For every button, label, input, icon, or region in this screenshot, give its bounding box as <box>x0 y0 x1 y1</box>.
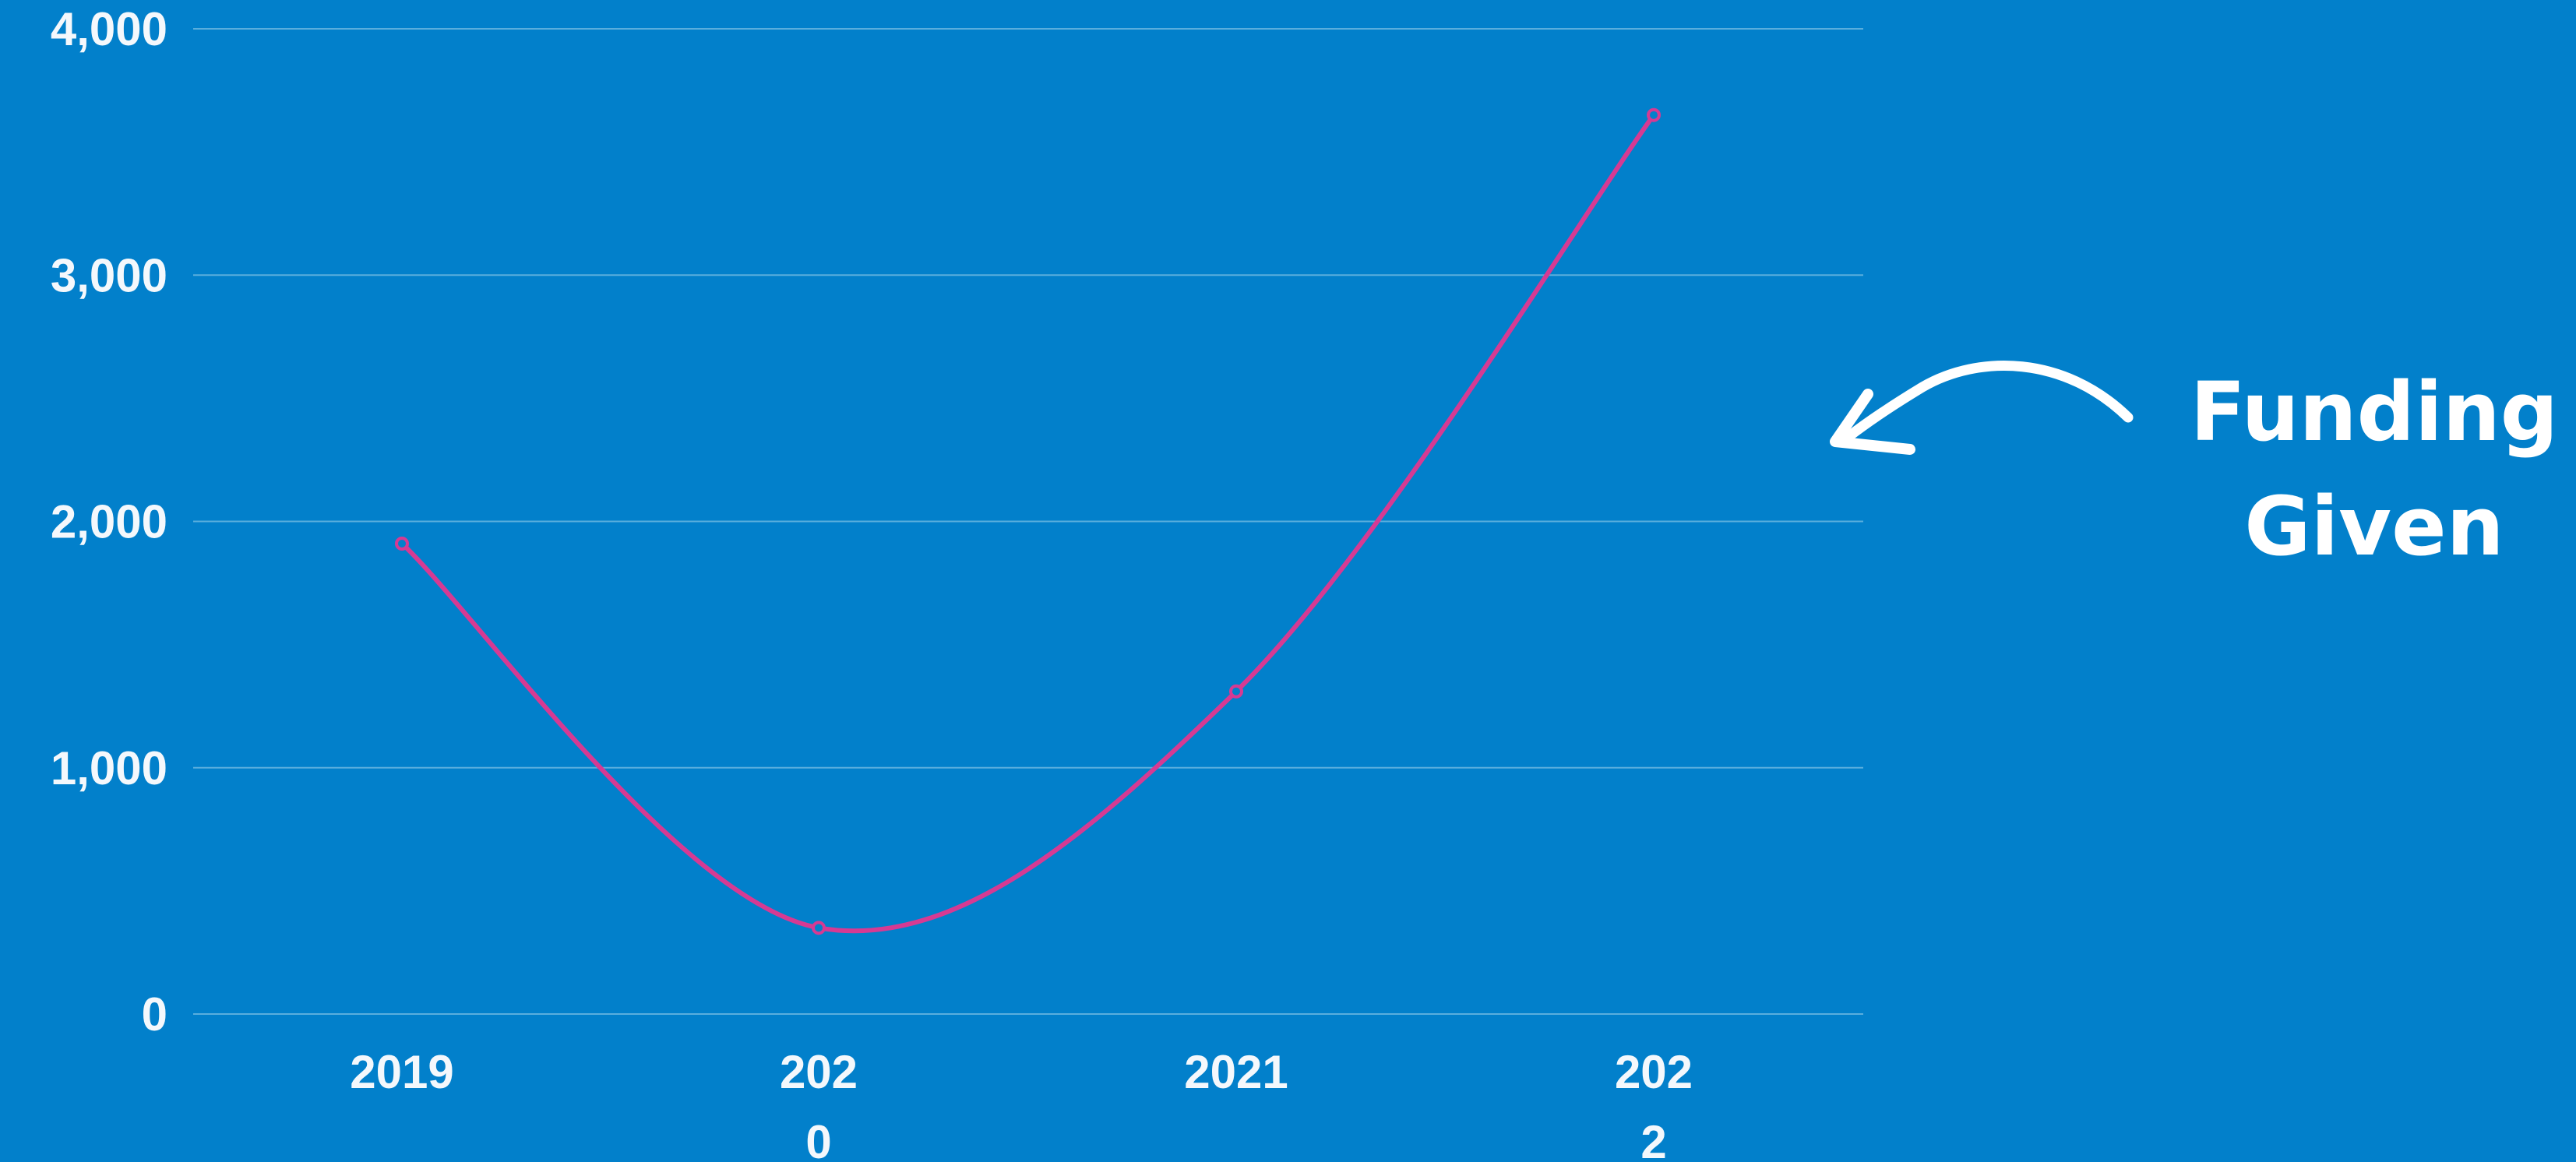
x-tick-label: 2021 <box>1184 1046 1288 1098</box>
data-point <box>812 921 826 935</box>
callout-line-2: Given <box>2244 479 2504 574</box>
x-tick-label-line: 2021 <box>1184 1046 1288 1098</box>
x-tick-label: 202 0 <box>780 1046 858 1162</box>
data-point <box>1647 107 1661 122</box>
y-tick-label: 0 <box>142 988 167 1041</box>
gridlines <box>193 28 1863 1015</box>
series-line-group <box>395 107 1661 935</box>
callout-line-1: Funding <box>2190 364 2559 460</box>
series-line <box>400 112 1656 934</box>
y-tick-label: 2,000 <box>51 496 167 548</box>
y-axis-tick-labels: 0 1,000 2,000 3,000 4,000 <box>51 3 167 1041</box>
x-tick-label-line: 202 <box>780 1046 858 1098</box>
callout: Funding Given <box>1830 361 2559 574</box>
data-point <box>1229 684 1243 699</box>
x-tick-label-line: 2 <box>1640 1116 1666 1162</box>
y-tick-label: 4,000 <box>51 3 167 55</box>
x-tick-label: 202 2 <box>1615 1046 1693 1162</box>
x-tick-label: 2019 <box>350 1046 453 1098</box>
y-tick-label: 3,000 <box>51 249 167 301</box>
x-tick-label-line: 0 <box>805 1116 831 1162</box>
data-point <box>395 536 409 551</box>
x-tick-label-line: 202 <box>1615 1046 1693 1098</box>
curved-arrow-left-icon <box>1830 361 2134 455</box>
x-tick-label-line: 2019 <box>350 1046 453 1098</box>
y-tick-label: 1,000 <box>51 742 167 794</box>
